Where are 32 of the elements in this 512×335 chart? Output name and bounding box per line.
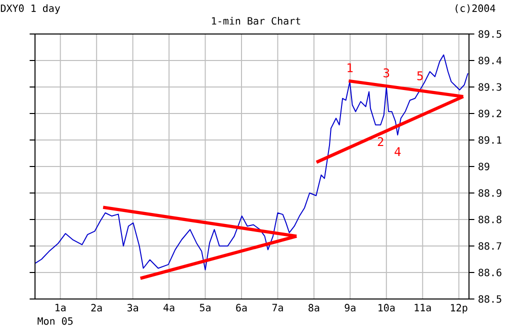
y-tick-label: 88.5 — [478, 295, 502, 303]
y-tick-label: 88.8 — [478, 216, 502, 224]
y-tick-label: 89.4 — [478, 56, 502, 64]
x-tick-label: 10a — [378, 304, 395, 312]
chart-title: 1-min Bar Chart — [212, 16, 300, 25]
x-tick-label: 2a — [91, 304, 102, 312]
chart-subtitle: DXY0 1 day — [0, 4, 60, 14]
x-tick-label: 5a — [200, 304, 210, 312]
annotation: 5 — [417, 71, 423, 80]
text: (c)2004 — [456, 4, 496, 14]
x-axis-title: Mon 05 — [38, 317, 73, 325]
y-tick-label: 89.3 — [478, 83, 502, 91]
y-tick-label: 88.9 — [478, 189, 502, 197]
x-tick-label: 4a — [164, 304, 174, 312]
x-tick-label: 7a — [272, 304, 283, 312]
annotation: 3 — [384, 68, 390, 78]
x-tick-label: 11a — [414, 304, 431, 312]
annotation: 2 — [378, 137, 384, 146]
annotation: 4 — [394, 147, 401, 156]
y-tick-label: 88.7 — [478, 242, 502, 250]
y-tick-label: 89 — [478, 162, 490, 170]
x-tick-label: 9a — [344, 304, 356, 312]
y-tick-label: 89.5 — [478, 30, 502, 38]
y-tick-label: 89.1 — [478, 136, 502, 144]
y-tick-label: 88.6 — [478, 268, 502, 276]
x-tick-label: 3a — [127, 304, 138, 312]
annotation: 1 — [348, 63, 353, 72]
x-tick-label: 8a — [308, 304, 320, 312]
x-tick-label: 12p — [451, 304, 468, 314]
x-tick-label: 1a — [56, 304, 66, 312]
y-tick-label: 89.2 — [478, 110, 502, 118]
x-tick-label: 6a — [236, 304, 247, 312]
